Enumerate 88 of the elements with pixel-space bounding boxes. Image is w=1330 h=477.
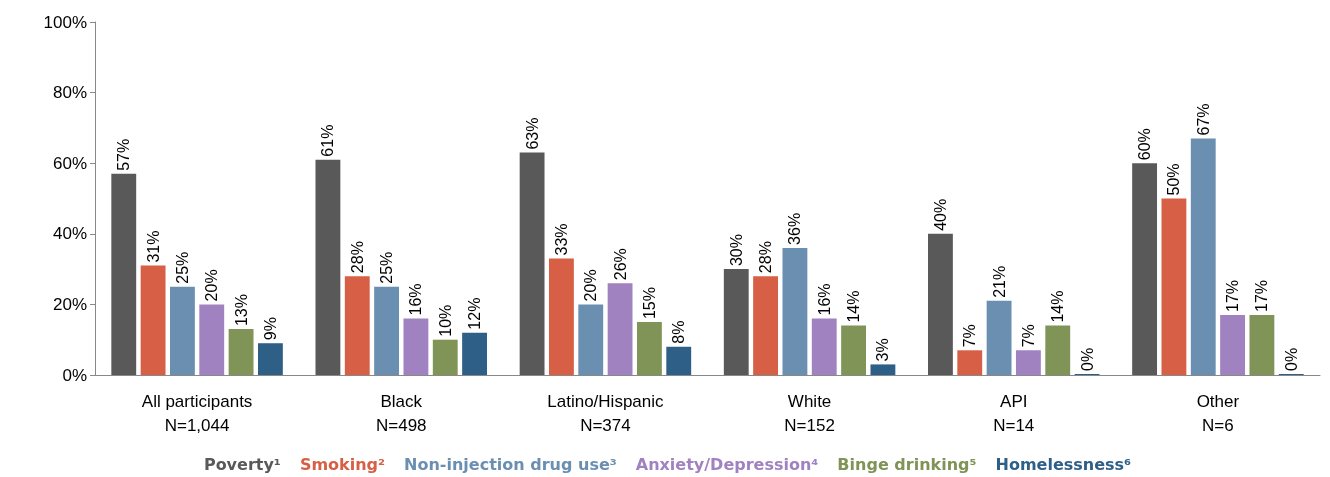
bar — [1045, 325, 1071, 375]
data-label: 28% — [348, 241, 366, 274]
y-tick-label: 100% — [43, 12, 87, 32]
data-label: 0% — [1282, 347, 1300, 371]
text: Anxiety/Depression⁴ — [635, 454, 819, 474]
bar — [578, 304, 604, 375]
bar — [199, 304, 225, 375]
bar — [723, 269, 749, 375]
bar — [607, 283, 633, 375]
data-label: 63% — [523, 117, 541, 150]
data-label: 57% — [115, 138, 133, 171]
data-label: 20% — [582, 269, 600, 302]
data-label: 50% — [1165, 163, 1183, 196]
bar — [1249, 314, 1275, 375]
bar — [957, 350, 983, 375]
bar — [519, 152, 545, 375]
data-label: 60% — [1136, 128, 1154, 161]
bar — [549, 258, 574, 375]
y-tick-label: 60% — [52, 153, 87, 173]
data-label: 28% — [757, 241, 775, 274]
data-label: 67% — [1194, 103, 1212, 136]
bar — [1015, 350, 1041, 375]
bar — [169, 286, 195, 375]
text: Binge drinking⁵ — [837, 454, 977, 474]
bar — [1132, 163, 1158, 375]
bar — [782, 247, 808, 375]
bar — [811, 318, 837, 375]
x-tick-label: Other N=6 — [1196, 391, 1240, 435]
bar — [140, 265, 166, 375]
x-tick-label: All participants N=1,044 — [141, 391, 253, 435]
data-label: 8% — [670, 320, 688, 344]
x-tick-label: API N=14 — [993, 391, 1035, 435]
data-label: 61% — [319, 124, 337, 157]
bar — [403, 318, 429, 375]
data-label: 25% — [378, 251, 396, 284]
data-label: 31% — [144, 230, 162, 263]
bar — [374, 286, 400, 375]
data-label: 15% — [640, 287, 658, 320]
x-tick-label: White N=152 — [784, 391, 835, 435]
data-label: 0% — [1078, 347, 1096, 371]
data-label: 20% — [203, 269, 221, 302]
x-tick-label: Black N=498 — [375, 391, 427, 435]
y-tick-label: 20% — [52, 294, 87, 314]
data-label: 30% — [727, 234, 745, 267]
data-label: 26% — [611, 248, 629, 281]
data-label: 13% — [232, 294, 250, 327]
bar — [257, 343, 283, 375]
data-label: 9% — [261, 317, 279, 341]
data-label: 21% — [990, 265, 1008, 298]
data-label: 17% — [1224, 279, 1242, 312]
x-tick-label: Latino/Hispanic N=374 — [547, 391, 665, 435]
data-label: 14% — [845, 290, 863, 323]
bar — [111, 173, 137, 375]
y-tick-label: 40% — [52, 224, 87, 244]
bar — [1220, 314, 1246, 375]
text: Homelessness⁶ — [995, 454, 1132, 474]
bar — [228, 329, 254, 375]
bar — [666, 346, 692, 375]
data-label: 10% — [436, 304, 454, 337]
bar — [462, 332, 487, 375]
y-tick-label: 0% — [62, 365, 87, 385]
data-label: 25% — [173, 251, 191, 284]
data-label: 16% — [407, 283, 425, 316]
bar — [1190, 138, 1216, 375]
bar — [636, 322, 662, 375]
bar — [928, 233, 953, 375]
data-label: 36% — [786, 212, 804, 245]
bar — [315, 159, 341, 375]
data-label: 16% — [815, 283, 833, 316]
data-label: 7% — [961, 324, 979, 348]
bar — [432, 339, 458, 375]
text: Smoking² — [299, 454, 386, 474]
bar — [1161, 198, 1187, 375]
data-label: 14% — [1049, 290, 1067, 323]
bar — [986, 300, 1012, 375]
data-label: 3% — [874, 338, 892, 362]
text: Poverty¹ — [203, 454, 281, 474]
bar — [753, 276, 779, 375]
data-label: 7% — [1019, 324, 1037, 348]
bar — [870, 364, 896, 375]
bar — [344, 276, 370, 375]
data-label: 40% — [931, 198, 949, 231]
text: Non-injection drug use³ — [404, 454, 617, 474]
data-label: 12% — [466, 297, 484, 330]
bar — [841, 325, 866, 375]
data-label: 17% — [1253, 279, 1271, 312]
data-label: 33% — [552, 223, 570, 256]
y-tick-label: 80% — [52, 83, 87, 103]
